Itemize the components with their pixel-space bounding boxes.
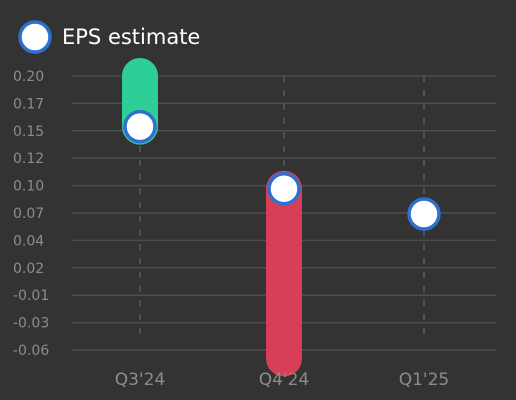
y-tick-label: 0.04 [13,233,44,249]
y-tick-label: -0.01 [13,288,49,304]
y-tick-label: 0.10 [13,179,44,195]
x-tick-label: Q3'24 [115,370,166,390]
y-tick-label: 0.12 [13,151,44,167]
eps-estimate-marker[interactable] [123,109,157,144]
legend-label: EPS estimate [62,25,200,49]
y-tick-label: 0.07 [13,206,44,222]
miss-range-bar [266,170,302,377]
legend: EPS estimate [18,20,200,54]
y-tick-label: 0.20 [13,69,44,85]
y-tick-label: 0.02 [13,261,44,277]
y-tick-label: 0.17 [13,96,44,112]
legend-marker [18,20,52,54]
y-tick-label: 0.15 [13,124,44,140]
y-tick-label: -0.06 [13,343,49,359]
eps-estimate-marker[interactable] [407,197,441,231]
x-tick-label: Q4'24 [259,370,310,390]
eps-estimate-marker[interactable] [267,172,301,206]
x-tick-label: Q1'25 [399,370,450,390]
y-tick-label: -0.03 [13,316,49,332]
